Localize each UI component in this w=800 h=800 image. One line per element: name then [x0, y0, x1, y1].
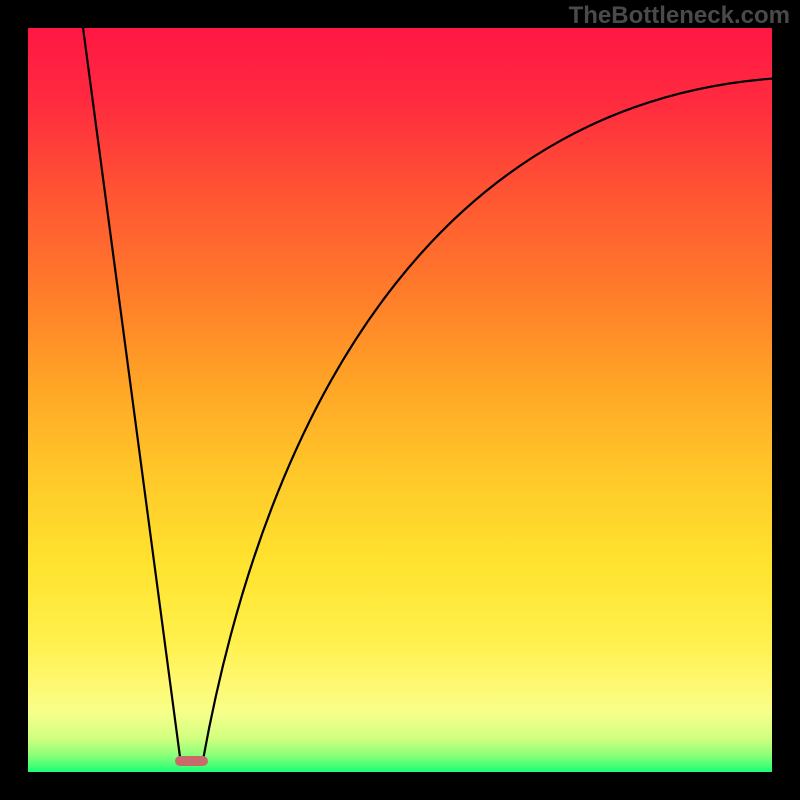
plot-area: [28, 28, 772, 772]
watermark-text: TheBottleneck.com: [569, 2, 790, 30]
chart-frame: TheBottleneck.com: [0, 0, 800, 800]
minimum-marker: [175, 756, 208, 766]
gradient-background: [28, 28, 772, 772]
